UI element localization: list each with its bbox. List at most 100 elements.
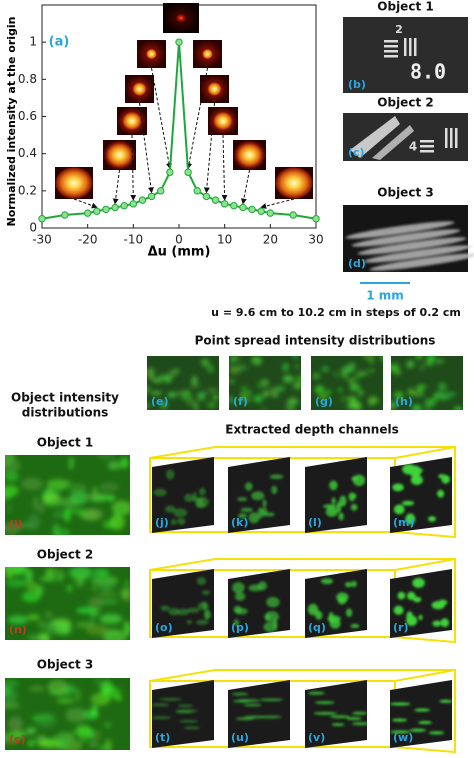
speckle-blob bbox=[99, 613, 123, 624]
channel-label: (r) bbox=[393, 621, 408, 634]
speckle-blob bbox=[193, 403, 199, 410]
channel-content bbox=[307, 578, 360, 629]
channel-label: (m) bbox=[393, 516, 415, 529]
channel-blob bbox=[320, 578, 334, 585]
channel-blob bbox=[439, 699, 452, 703]
speckle bbox=[5, 567, 130, 640]
target-bar bbox=[445, 128, 448, 148]
speckle-blob bbox=[8, 716, 23, 732]
speckle-blob bbox=[158, 374, 170, 382]
speckle-blob bbox=[333, 371, 340, 379]
channel-blob bbox=[235, 717, 255, 721]
channel-blob bbox=[175, 710, 194, 714]
speckle-blob bbox=[240, 392, 246, 398]
speckle-blob bbox=[391, 364, 397, 372]
box-edge bbox=[394, 446, 456, 459]
channel-blur bbox=[392, 464, 450, 525]
arrow bbox=[240, 169, 250, 205]
x-tick-label: -20 bbox=[78, 233, 98, 247]
speckle-blob bbox=[75, 572, 85, 588]
speckle-blob bbox=[353, 374, 361, 380]
channel-blob bbox=[351, 476, 358, 482]
speckle-blob bbox=[418, 384, 428, 390]
data-point bbox=[257, 207, 265, 215]
speckle-blob bbox=[5, 571, 14, 579]
speckle-blob bbox=[270, 391, 279, 398]
target-bar bbox=[404, 38, 407, 56]
speckle-blob bbox=[168, 369, 176, 378]
speckle-blob bbox=[62, 480, 73, 486]
channel-blob bbox=[331, 497, 336, 505]
psf-thumbnail bbox=[275, 167, 313, 199]
data-point bbox=[157, 187, 165, 195]
box-edge bbox=[394, 558, 456, 571]
object-title: Object 1 bbox=[377, 0, 433, 14]
speckle-blob bbox=[368, 368, 375, 374]
speckle-blob bbox=[147, 369, 154, 375]
channel-blob bbox=[336, 501, 342, 513]
speckle-blob bbox=[424, 398, 437, 407]
speckle-blob bbox=[453, 406, 463, 410]
channel-blob bbox=[164, 505, 176, 513]
speckle-blob bbox=[11, 567, 28, 576]
channel-blob bbox=[414, 708, 431, 712]
speckle-blob bbox=[64, 508, 71, 523]
channel-blob bbox=[346, 608, 353, 617]
channel-content bbox=[393, 577, 449, 628]
channel-blob bbox=[168, 607, 180, 616]
channel-content bbox=[232, 692, 284, 721]
speckle-blob bbox=[358, 389, 364, 397]
channel-blob bbox=[390, 702, 411, 706]
speckle-blob bbox=[5, 578, 29, 588]
speckle bbox=[147, 358, 219, 410]
target-shape bbox=[372, 125, 414, 160]
speckle-blob bbox=[347, 364, 357, 372]
channel-blob bbox=[240, 507, 253, 513]
speckle-blob bbox=[91, 730, 101, 742]
speckle-blob bbox=[147, 385, 151, 394]
channel-blob bbox=[350, 623, 360, 629]
channel-blob bbox=[237, 513, 248, 519]
psf-label: (f) bbox=[233, 395, 248, 408]
channel-panel bbox=[152, 680, 214, 748]
box-edge bbox=[394, 669, 456, 682]
speckle-blob bbox=[27, 739, 35, 747]
speckle-blob bbox=[292, 356, 298, 360]
speckle-blob bbox=[205, 402, 216, 408]
speckle-blob bbox=[37, 620, 47, 630]
speckle-blob bbox=[411, 404, 422, 410]
speckle-blob bbox=[282, 375, 294, 383]
psf-label: (g) bbox=[315, 395, 333, 408]
target-bar bbox=[384, 45, 398, 48]
channel-label: (p) bbox=[231, 621, 249, 634]
speckle-blob bbox=[96, 455, 116, 460]
channel-blob bbox=[440, 618, 449, 628]
speckle-blob bbox=[312, 372, 320, 380]
channel-blob bbox=[232, 699, 250, 703]
data-point bbox=[193, 187, 201, 195]
channel-blob bbox=[153, 488, 167, 497]
channel-blob bbox=[196, 577, 207, 586]
psf-thumbnail bbox=[163, 3, 199, 33]
speckle-blob bbox=[347, 377, 356, 385]
target-bar bbox=[450, 128, 453, 148]
channel-blob bbox=[259, 698, 284, 702]
speckle-blob bbox=[38, 739, 63, 749]
channel-blob bbox=[264, 613, 271, 621]
data-point bbox=[147, 192, 156, 201]
channel-blob bbox=[190, 497, 205, 503]
row-title: Object 3 bbox=[37, 658, 93, 672]
channel-label: (t) bbox=[155, 731, 170, 744]
channel-blob bbox=[199, 487, 206, 496]
speckle-blob bbox=[56, 697, 75, 704]
x-tick-label: 20 bbox=[263, 233, 278, 247]
speckle-blob bbox=[368, 357, 375, 365]
channel-blob bbox=[352, 722, 367, 726]
speckle-blob bbox=[69, 483, 87, 494]
y-tick-label: 0 bbox=[29, 221, 37, 235]
speckle-blob bbox=[207, 364, 215, 373]
speckle-blob bbox=[66, 584, 73, 592]
data-point bbox=[184, 168, 192, 176]
speckle-blob bbox=[121, 586, 130, 602]
channel-blob bbox=[160, 605, 170, 612]
